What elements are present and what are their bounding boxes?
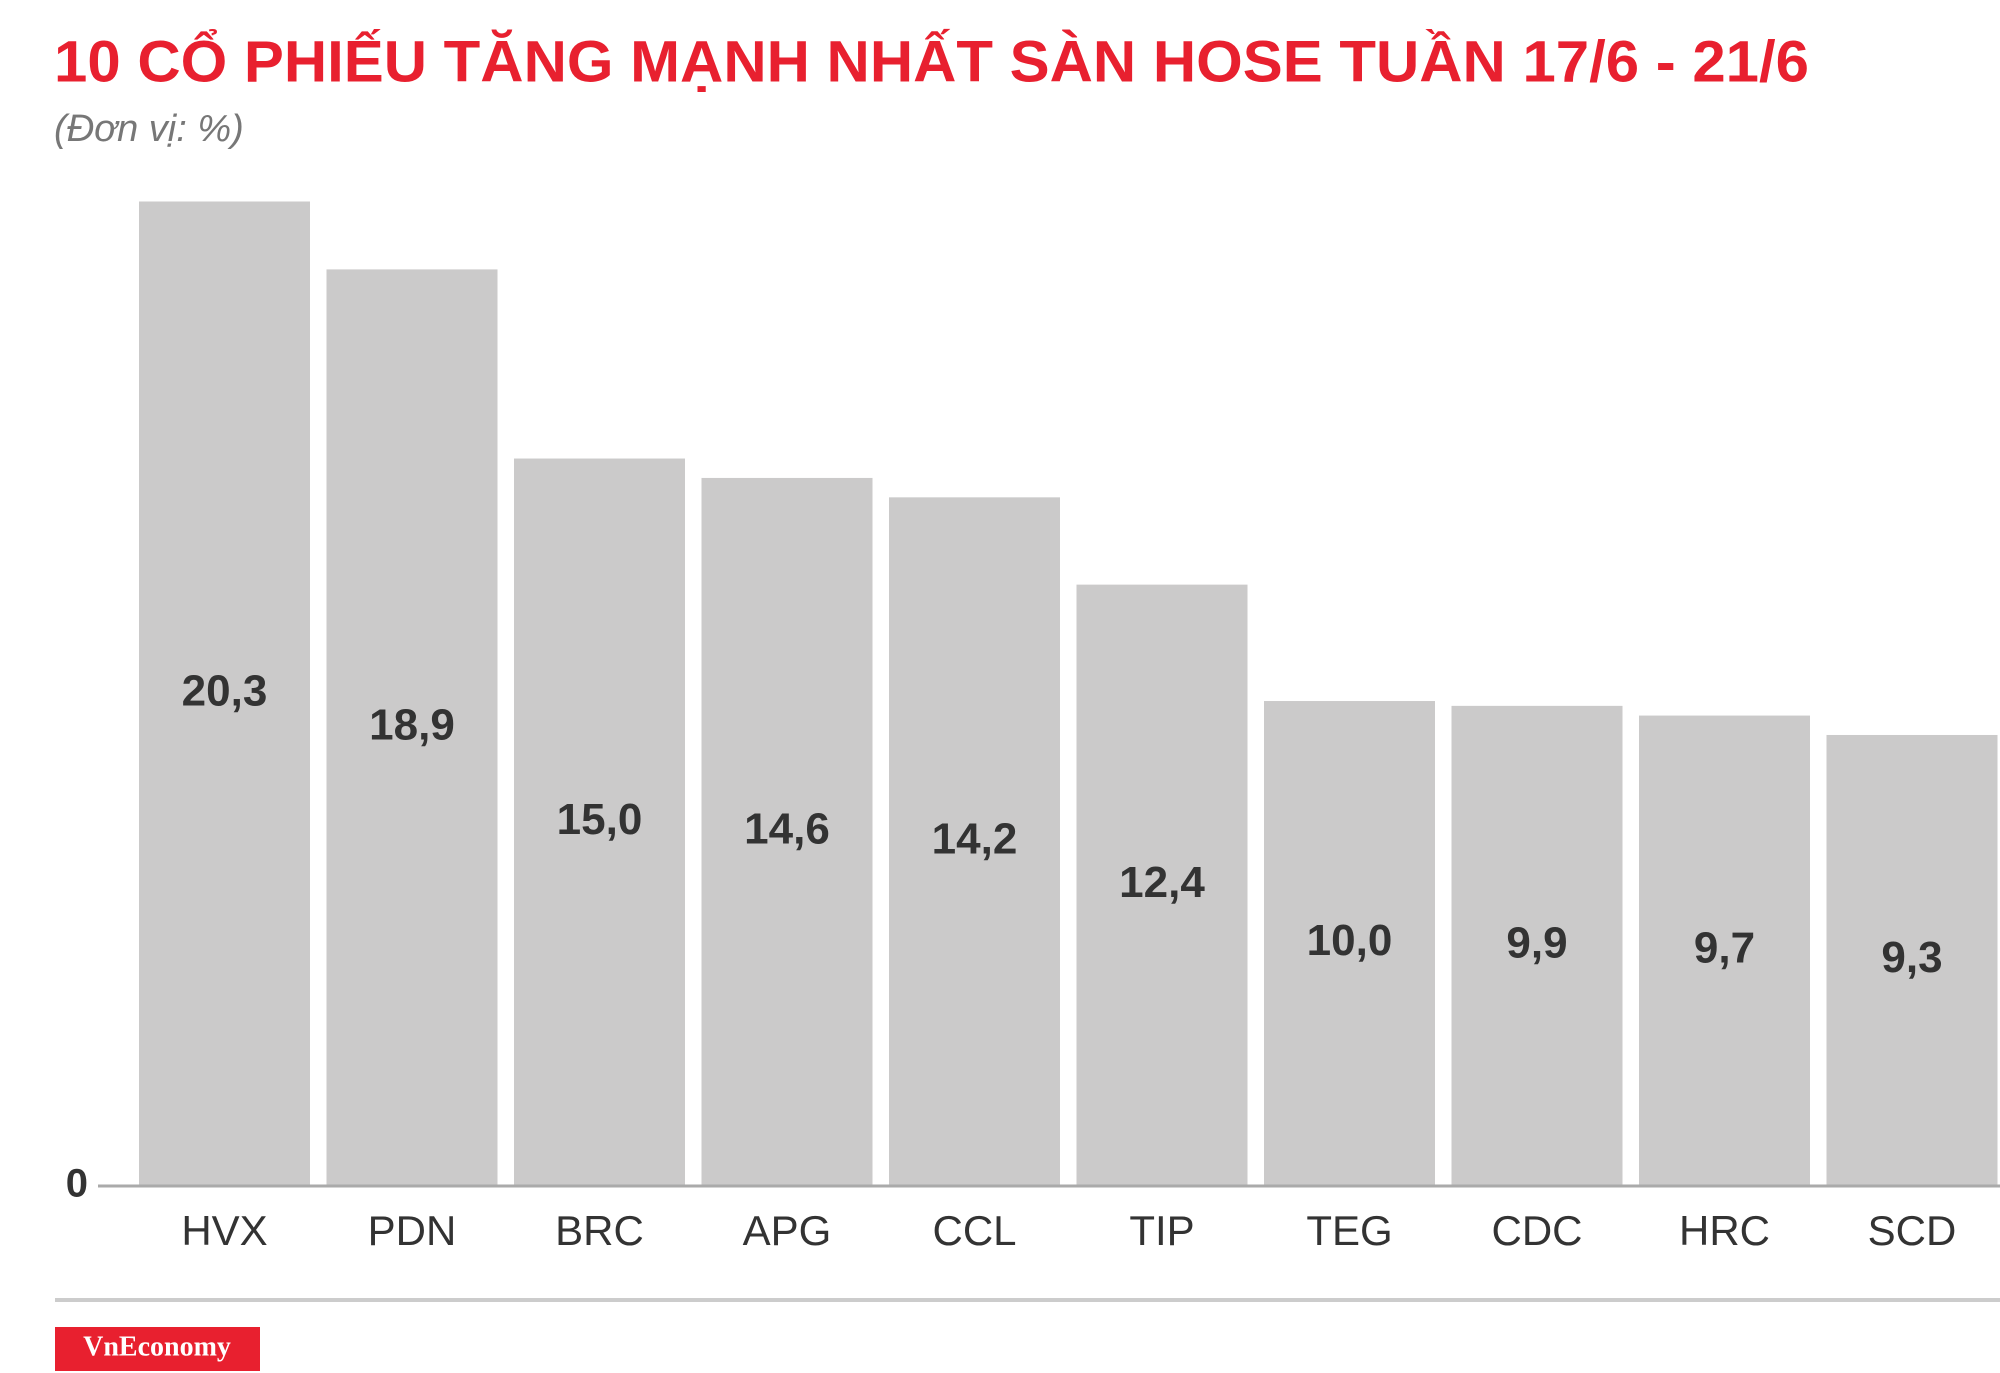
logo: VnEconomy (83, 1331, 231, 1362)
value-label: 20,3 (182, 666, 268, 715)
value-label: 9,9 (1506, 919, 1567, 968)
x-tick-label: CDC (1492, 1207, 1583, 1254)
value-label: 9,7 (1694, 923, 1755, 972)
x-tick-label: TEG (1306, 1207, 1392, 1254)
chart-subtitle: (Đơn vị: %) (54, 108, 244, 150)
bar (1076, 584, 1248, 1186)
bar (139, 201, 310, 1186)
x-tick-label: TIP (1129, 1207, 1194, 1254)
x-tick-label: PDN (368, 1207, 457, 1254)
x-tick-label: HRC (1679, 1207, 1770, 1254)
value-label: 18,9 (369, 700, 455, 749)
bar (1451, 705, 1623, 1186)
x-tick-label: SCD (1868, 1207, 1957, 1254)
x-tick-label: HVX (181, 1207, 267, 1254)
bar (701, 477, 873, 1186)
bar (1264, 701, 1435, 1186)
bar (889, 497, 1060, 1186)
value-label: 14,2 (932, 814, 1018, 863)
bar (326, 269, 498, 1186)
value-label: 15,0 (557, 795, 643, 844)
bar (514, 458, 685, 1186)
bar (1826, 734, 1998, 1186)
value-label: 12,4 (1119, 858, 1205, 907)
value-label: 10,0 (1307, 916, 1393, 965)
y-tick-label: 0 (66, 1162, 88, 1206)
logo-box (55, 1327, 260, 1371)
bar (1639, 715, 1810, 1186)
value-label: 14,6 (744, 805, 830, 854)
x-tick-label: APG (743, 1207, 832, 1254)
chart-title: 10 CỔ PHIẾU TĂNG MẠNH NHẤT SÀN HOSE TUẦN… (54, 29, 1809, 94)
x-tick-label: BRC (555, 1207, 644, 1254)
value-label: 9,3 (1881, 933, 1942, 982)
x-tick-label: CCL (932, 1207, 1016, 1254)
